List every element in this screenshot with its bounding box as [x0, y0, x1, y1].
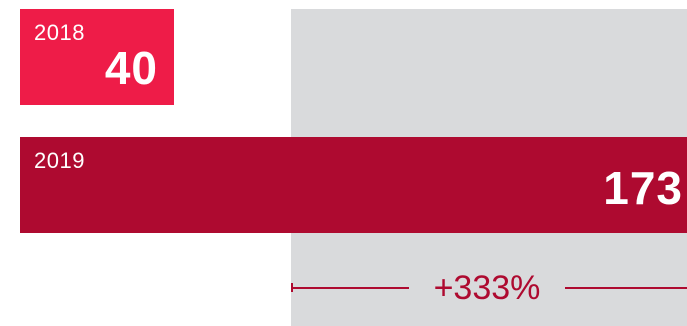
category-label-2018: 2018 — [34, 20, 85, 45]
value-label-2018: 40 — [104, 42, 158, 94]
change-percentage-label: +333% — [433, 269, 541, 307]
value-label-2019: 173 — [603, 162, 683, 214]
change-annotation: +333% — [291, 268, 687, 308]
change-line-right — [565, 287, 687, 289]
category-label-2019: 2019 — [34, 148, 85, 173]
bar-2018: 2018 40 — [20, 9, 174, 105]
bar-2019: 2019 173 — [20, 137, 687, 233]
change-line-left — [291, 287, 409, 289]
